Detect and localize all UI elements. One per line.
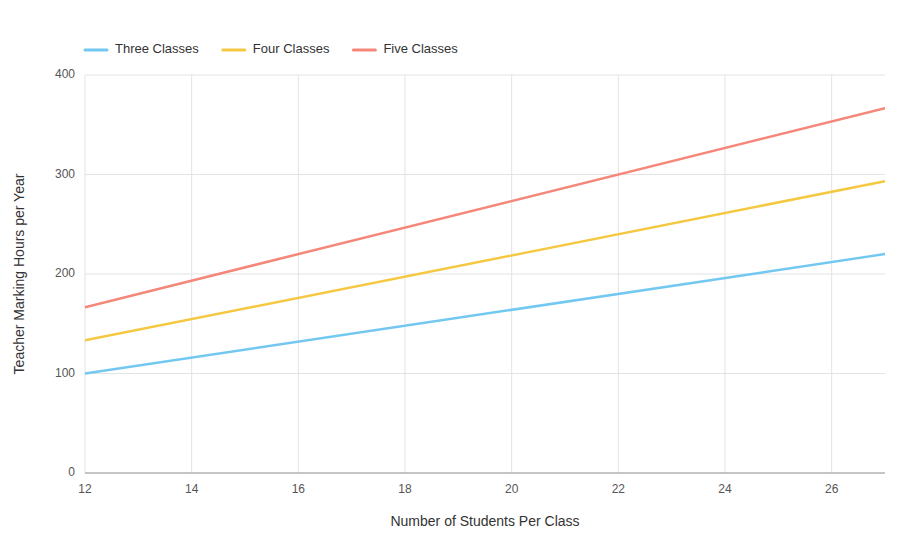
x-tick-label: 18: [398, 482, 412, 496]
grid-line: [405, 75, 406, 473]
y-tick-label: 300: [55, 167, 75, 181]
y-tick-label: 400: [55, 67, 75, 81]
legend-swatch: [223, 49, 245, 52]
grid-line: [85, 473, 885, 474]
x-axis-line: [85, 473, 885, 474]
y-axis-label: Teacher Marking Hours per Year: [11, 173, 27, 374]
legend-swatch: [353, 49, 375, 52]
grid-line: [298, 75, 299, 473]
grid-line: [85, 373, 885, 374]
chart: 0 100 200 300 400 12 14 16 18 20 22 24 26 Number of S…: [0, 0, 915, 548]
grid-line: [85, 75, 86, 473]
legend-label: Four Classes: [253, 41, 330, 56]
grid-line: [618, 75, 619, 473]
y-tick-label: 200: [55, 266, 75, 280]
x-tick-label: 26: [825, 482, 839, 496]
grid-line: [85, 75, 885, 76]
x-tick-label: 24: [718, 482, 732, 496]
grid-line: [831, 75, 832, 473]
legend-label: Five Classes: [383, 41, 458, 56]
grid-line: [191, 75, 192, 473]
y-tick-label: 100: [55, 366, 75, 380]
series-line: [85, 181, 885, 340]
x-axis-label: Number of Students Per Class: [390, 513, 579, 529]
series-line: [85, 254, 885, 373]
grid-line: [511, 75, 512, 473]
legend-swatch: [85, 49, 107, 52]
grid-line: [85, 274, 885, 275]
x-tick-label: 12: [78, 482, 92, 496]
x-tick-label: 22: [612, 482, 626, 496]
grid-line: [85, 174, 885, 175]
x-tick-label: 14: [185, 482, 199, 496]
grid-line: [725, 75, 726, 473]
grid: [85, 75, 885, 473]
lines: [85, 108, 885, 373]
x-tick-label: 20: [505, 482, 519, 496]
legend-label: Three Classes: [115, 41, 199, 56]
series-line: [85, 108, 885, 307]
y-tick-label: 0: [68, 465, 75, 479]
legend: Three Classes Four Classes Five Classes: [85, 41, 458, 56]
x-tick-label: 16: [292, 482, 306, 496]
